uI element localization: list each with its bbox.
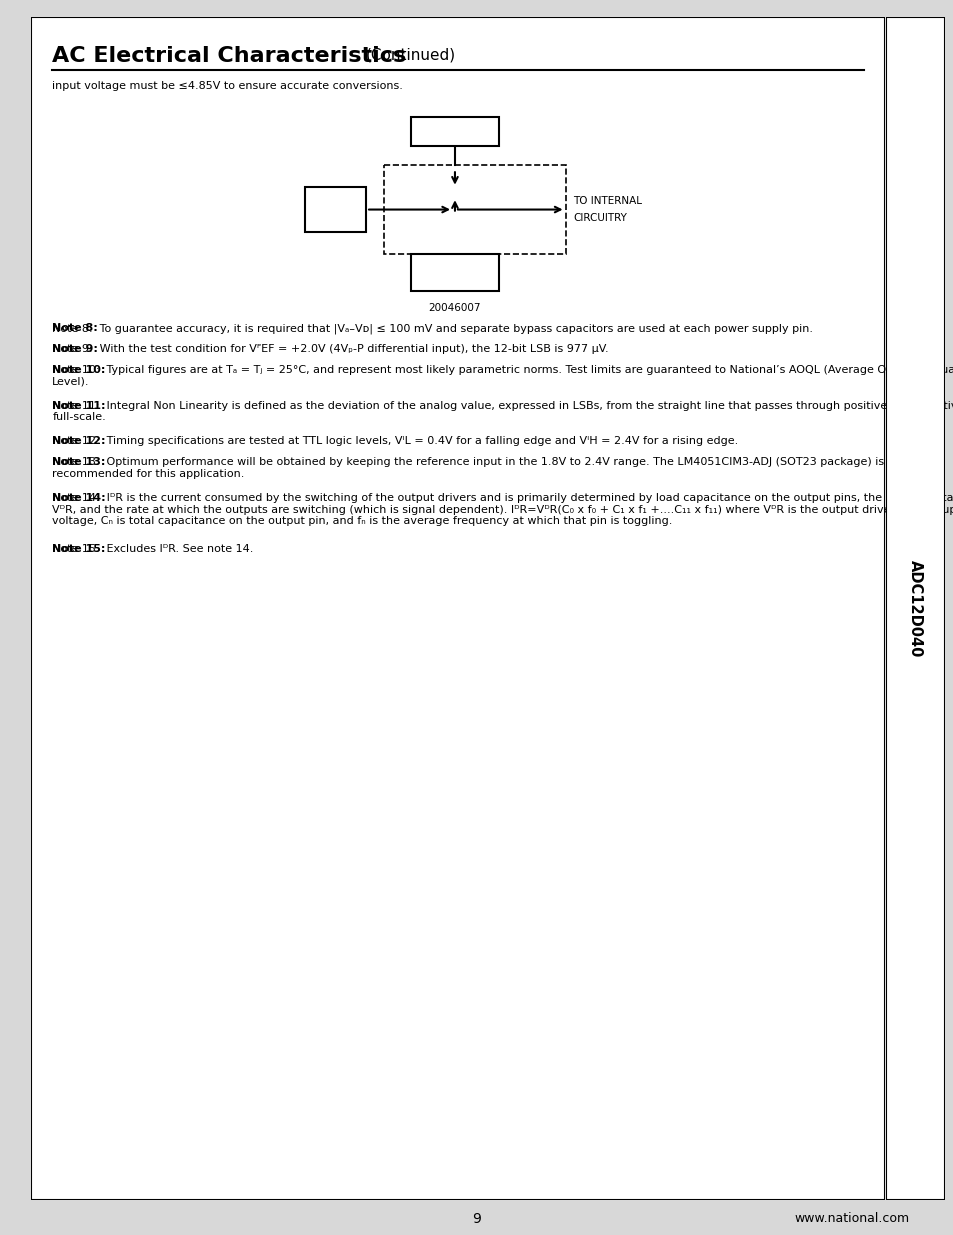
Text: Note 8:  To guarantee accuracy, it is required that |Vₐ–Vᴅ| ≤ 100 mV and separat: Note 8: To guarantee accuracy, it is req…	[52, 324, 812, 333]
Text: Note 10:  Typical figures are at Tₐ = Tⱼ = 25°C, and represent most likely param: Note 10: Typical figures are at Tₐ = Tⱼ …	[52, 366, 953, 387]
Text: Note 9:  With the test condition for VᴾEF = +2.0V (4Vₚ-P differential input), th: Note 9: With the test condition for VᴾEF…	[52, 345, 608, 354]
Text: Note 12:: Note 12:	[52, 436, 106, 447]
Text: Note 12:  Timing specifications are tested at TTL logic levels, VᴵL = 0.4V for a: Note 12: Timing specifications are teste…	[52, 436, 738, 447]
Text: Note 10:: Note 10:	[52, 366, 106, 375]
Text: Note 15:: Note 15:	[52, 543, 106, 553]
Text: AC Electrical Characteristics: AC Electrical Characteristics	[52, 46, 406, 65]
Text: Note 14:: Note 14:	[52, 493, 106, 503]
Text: Note 13:  Optimum performance will be obtained by keeping the reference input in: Note 13: Optimum performance will be obt…	[52, 457, 883, 479]
Bar	[410, 254, 498, 290]
Text: Note 9:: Note 9:	[52, 345, 98, 354]
Text: 9: 9	[472, 1212, 481, 1226]
Text: SUPPLY: SUPPLY	[436, 126, 473, 137]
Text: CIRCUITRY: CIRCUITRY	[573, 212, 627, 222]
Text: Note 14:  IᴰR is the current consumed by the switching of the output drivers and: Note 14: IᴰR is the current consumed by …	[52, 493, 953, 526]
Text: GND or: GND or	[436, 261, 474, 270]
Text: Note 8:: Note 8:	[52, 324, 98, 333]
Text: www.national.com: www.national.com	[794, 1213, 909, 1225]
Bar	[383, 165, 565, 254]
Bar	[305, 188, 366, 232]
Text: ADC12D040: ADC12D040	[907, 561, 923, 657]
Text: (Continued): (Continued)	[366, 48, 456, 63]
Text: TO INTERNAL: TO INTERNAL	[573, 196, 641, 206]
Text: input voltage must be ≤4.85V to ensure accurate conversions.: input voltage must be ≤4.85V to ensure a…	[52, 80, 403, 90]
Text: Note 11:  Integral Non Linearity is defined as the deviation of the analog value: Note 11: Integral Non Linearity is defin…	[52, 401, 953, 422]
Text: Note 13:: Note 13:	[52, 457, 106, 467]
Bar	[410, 117, 498, 146]
Text: Note 11:: Note 11:	[52, 401, 106, 411]
Text: Note 15:  Excludes IᴰR. See note 14.: Note 15: Excludes IᴰR. See note 14.	[52, 543, 253, 553]
Text: DRGND: DRGND	[435, 274, 474, 284]
Text: I/0: I/0	[327, 203, 343, 216]
Text: 20046007: 20046007	[428, 303, 480, 312]
